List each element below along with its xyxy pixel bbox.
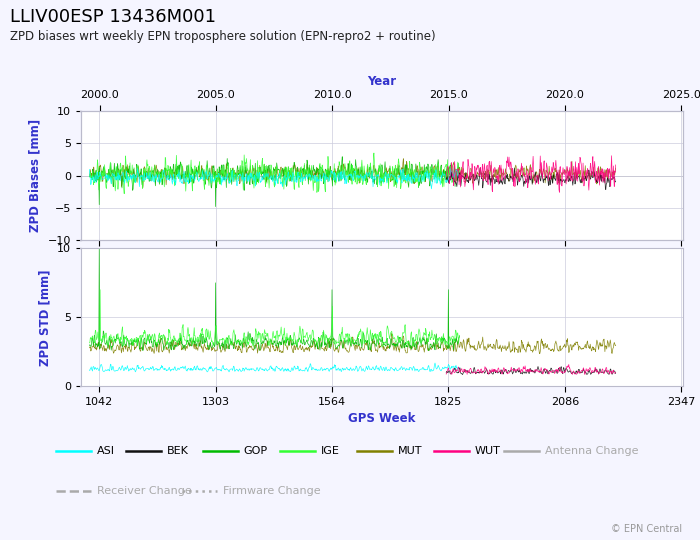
Text: LLIV00ESP 13436M001: LLIV00ESP 13436M001 bbox=[10, 8, 216, 26]
Text: ASI: ASI bbox=[97, 446, 115, 456]
X-axis label: Year: Year bbox=[367, 75, 396, 87]
Text: GOP: GOP bbox=[244, 446, 267, 456]
Text: IGE: IGE bbox=[321, 446, 340, 456]
Text: BEK: BEK bbox=[167, 446, 188, 456]
X-axis label: GPS Week: GPS Week bbox=[348, 412, 415, 425]
Text: WUT: WUT bbox=[475, 446, 500, 456]
Text: Antenna Change: Antenna Change bbox=[545, 446, 638, 456]
Text: MUT: MUT bbox=[398, 446, 422, 456]
Y-axis label: ZPD STD [mm]: ZPD STD [mm] bbox=[38, 269, 51, 366]
Text: ZPD biases wrt weekly EPN troposphere solution (EPN-repro2 + routine): ZPD biases wrt weekly EPN troposphere so… bbox=[10, 30, 436, 43]
Text: © EPN Central: © EPN Central bbox=[611, 523, 682, 534]
Y-axis label: ZPD Biases [mm]: ZPD Biases [mm] bbox=[29, 119, 42, 232]
Text: Receiver Change: Receiver Change bbox=[97, 487, 191, 496]
Text: Firmware Change: Firmware Change bbox=[223, 487, 320, 496]
